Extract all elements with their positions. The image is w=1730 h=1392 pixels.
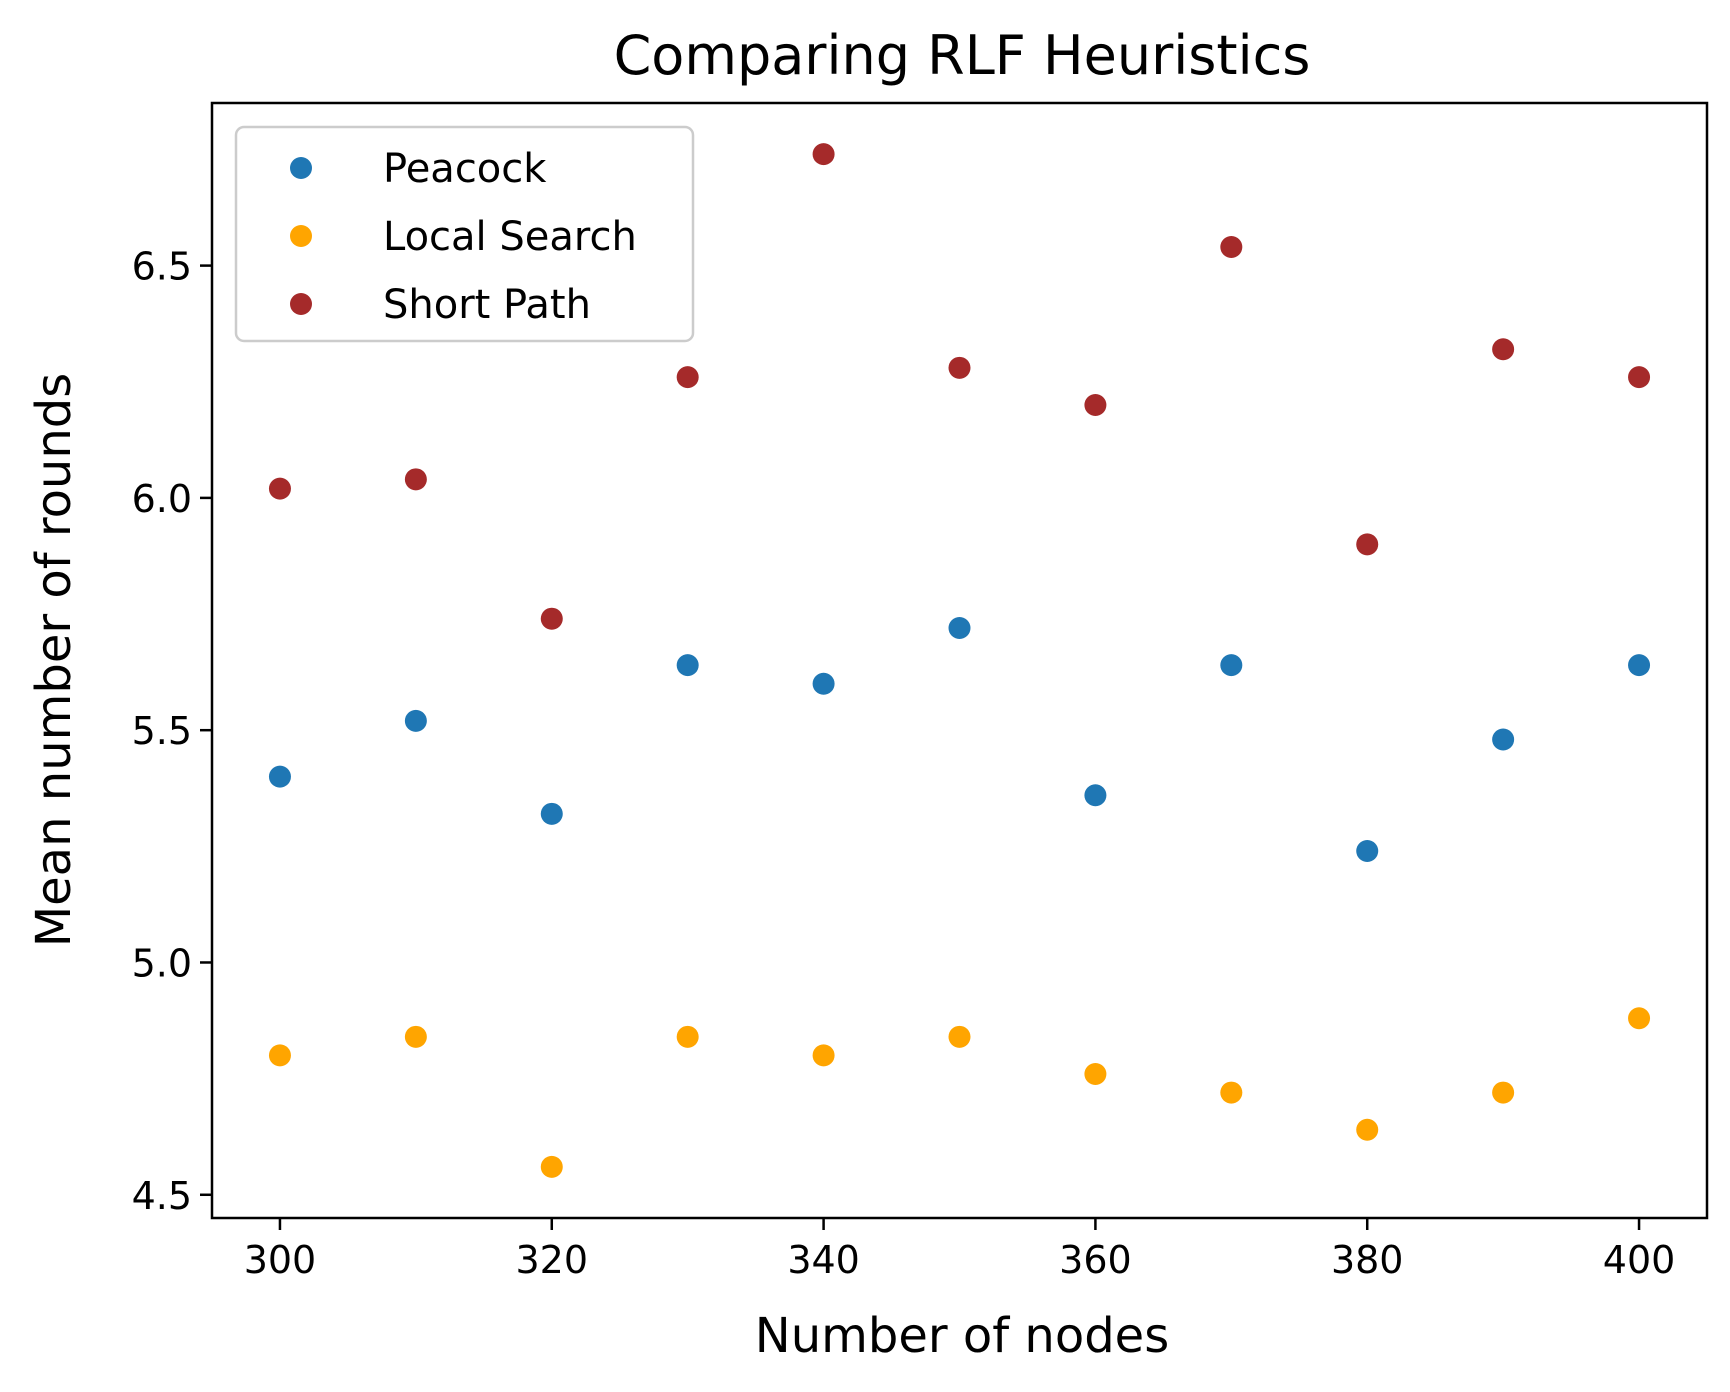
peacock-point <box>1356 839 1379 862</box>
legend: Peacock Local Search Short Path <box>234 125 695 343</box>
y-tick-label: 6.0 <box>132 477 192 521</box>
local-search-point <box>812 1044 835 1067</box>
short-path-point <box>948 356 971 379</box>
short-path-point <box>404 468 427 491</box>
short-path-point <box>812 143 835 166</box>
short-path-point <box>268 477 291 500</box>
local-search-point <box>1220 1081 1243 1104</box>
local-search-point <box>540 1155 563 1178</box>
peacock-point <box>1084 784 1107 807</box>
local-search-point <box>948 1025 971 1048</box>
short-path-point <box>1492 338 1515 361</box>
peacock-point <box>268 765 291 788</box>
short-path-point <box>1084 393 1107 416</box>
peacock-point <box>948 616 971 639</box>
legend-label-peacock: Peacock <box>383 146 547 192</box>
plot-frame <box>210 101 1709 1220</box>
legend-marker-local-search <box>290 225 312 247</box>
local-search-point <box>404 1025 427 1048</box>
y-axis-title: Mean number of rounds <box>26 373 82 948</box>
x-tick-label: 320 <box>516 1238 589 1282</box>
x-axis-title: Number of nodes <box>755 1308 1169 1364</box>
axis-ticks: 300 320 340 360 380 400 4.5 5.0 5.5 6.0 6.5 <box>132 245 1676 1282</box>
short-path-point <box>1220 236 1243 259</box>
local-search-point <box>676 1025 699 1048</box>
y-tick-label: 4.5 <box>132 1174 192 1218</box>
local-search-point <box>1356 1118 1379 1141</box>
short-path-point <box>1628 366 1651 389</box>
peacock-point <box>1628 654 1651 677</box>
y-tick-label: 5.0 <box>132 941 192 985</box>
local-search-point <box>268 1044 291 1067</box>
x-tick-label: 380 <box>1331 1238 1404 1282</box>
x-tick-label: 300 <box>244 1238 317 1282</box>
legend-marker-peacock <box>290 157 312 179</box>
y-tick-label: 6.5 <box>132 245 192 289</box>
legend-label-local-search: Local Search <box>383 214 637 260</box>
x-tick-label: 340 <box>787 1238 860 1282</box>
peacock-point <box>676 654 699 677</box>
legend-box <box>234 125 695 343</box>
peacock-point <box>1220 654 1243 677</box>
legend-label-short-path: Short Path <box>383 282 591 328</box>
y-tick-label: 5.5 <box>132 709 192 753</box>
x-tick-label: 360 <box>1059 1238 1132 1282</box>
local-search-point <box>1628 1007 1651 1030</box>
peacock-point <box>540 802 563 825</box>
short-path-point <box>676 366 699 389</box>
peacock-point <box>1492 728 1515 751</box>
chart-title: Comparing RLF Heuristics <box>614 24 1311 87</box>
peacock-point <box>404 709 427 732</box>
data-points <box>268 143 1651 1178</box>
legend-marker-short-path <box>290 293 312 315</box>
x-tick-label: 400 <box>1603 1238 1676 1282</box>
short-path-point <box>1356 533 1379 556</box>
local-search-point <box>1084 1062 1107 1085</box>
short-path-point <box>540 607 563 630</box>
local-search-point <box>1492 1081 1515 1104</box>
peacock-point <box>812 672 835 695</box>
